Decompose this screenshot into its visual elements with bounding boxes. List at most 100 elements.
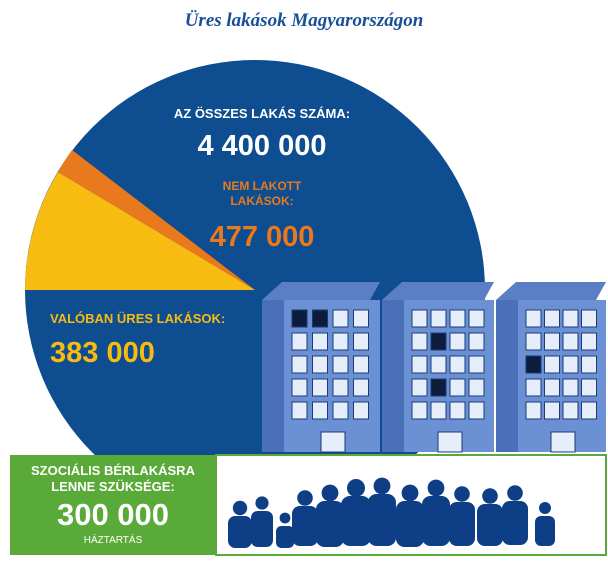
window (581, 378, 597, 397)
person-head (297, 490, 313, 506)
door (320, 431, 346, 453)
person-body (422, 496, 450, 546)
unoccupied-label: LAKÁSOK: (230, 193, 293, 208)
social-label: LENNE SZÜKSÉGE: (51, 479, 175, 494)
person-body (535, 516, 555, 546)
window (468, 309, 485, 328)
window (449, 309, 466, 328)
window (332, 332, 349, 351)
window (312, 309, 328, 328)
window (353, 332, 369, 351)
window (312, 378, 328, 397)
unoccupied-value: 477 000 (210, 221, 315, 253)
window (525, 401, 542, 420)
unoccupied-label: NEM LAKOTT (223, 179, 302, 193)
window (544, 378, 560, 397)
window (430, 309, 447, 328)
person-head (539, 502, 551, 514)
social-value: 300 000 (57, 497, 169, 532)
window (411, 355, 428, 374)
window (525, 378, 542, 397)
person-body (228, 516, 252, 548)
pie-unoccupied (58, 150, 255, 290)
window (525, 309, 542, 328)
window (411, 378, 428, 397)
empty-value: 383 000 (50, 337, 155, 369)
window (430, 378, 447, 397)
person-body (449, 502, 475, 546)
person-head (232, 500, 248, 516)
window (353, 401, 369, 420)
person-body (396, 501, 424, 547)
window (449, 401, 466, 420)
person-head (507, 485, 523, 501)
window (353, 378, 369, 397)
person-body (292, 506, 318, 546)
social-unit: HÁZTARTÁS (84, 533, 143, 546)
window (332, 378, 349, 397)
window (468, 355, 485, 374)
total-label: AZ ÖSSZES LAKÁS SZÁMA: (174, 106, 350, 121)
window (581, 332, 597, 351)
window (411, 401, 428, 420)
window (332, 401, 349, 420)
window (291, 378, 308, 397)
window (544, 332, 560, 351)
person-body (341, 496, 371, 546)
roof (496, 282, 606, 300)
window (411, 332, 428, 351)
person-head (482, 488, 498, 504)
window (312, 332, 328, 351)
door (437, 431, 463, 453)
person-body (368, 494, 396, 546)
window (430, 332, 447, 351)
window (312, 355, 328, 374)
window (581, 309, 597, 328)
window (562, 378, 579, 397)
roof (382, 282, 494, 300)
window (468, 378, 485, 397)
window (581, 355, 597, 374)
window (291, 401, 308, 420)
social-label: SZOCIÁLIS BÉRLAKÁSRA (31, 463, 196, 478)
window (468, 401, 485, 420)
window (449, 332, 466, 351)
empty-label: VALÓBAN ÜRES LAKÁSOK: (50, 311, 225, 326)
window (291, 309, 308, 328)
window (544, 401, 560, 420)
window (562, 401, 579, 420)
person-head (255, 496, 269, 510)
person-head (427, 479, 445, 497)
window (562, 355, 579, 374)
social-box (10, 455, 216, 555)
door (550, 431, 576, 453)
window (525, 332, 542, 351)
window (430, 355, 447, 374)
window (581, 401, 597, 420)
people (228, 477, 555, 548)
window (562, 332, 579, 351)
person-body (502, 501, 528, 545)
window (291, 355, 308, 374)
total-value: 4 400 000 (197, 130, 326, 162)
window (544, 355, 560, 374)
person-body (276, 526, 294, 548)
title: Üres lakások Magyarországon (185, 10, 424, 31)
person-head (347, 479, 365, 497)
window (449, 355, 466, 374)
window (353, 309, 369, 328)
window (449, 378, 466, 397)
person-head (373, 477, 391, 495)
window (312, 401, 328, 420)
window (468, 332, 485, 351)
person-head (321, 484, 339, 502)
person-head (454, 486, 470, 502)
window (332, 309, 349, 328)
window (353, 355, 369, 374)
person-body (477, 504, 503, 546)
roof (262, 282, 380, 300)
window (525, 355, 542, 374)
window (562, 309, 579, 328)
person-head (401, 484, 419, 502)
